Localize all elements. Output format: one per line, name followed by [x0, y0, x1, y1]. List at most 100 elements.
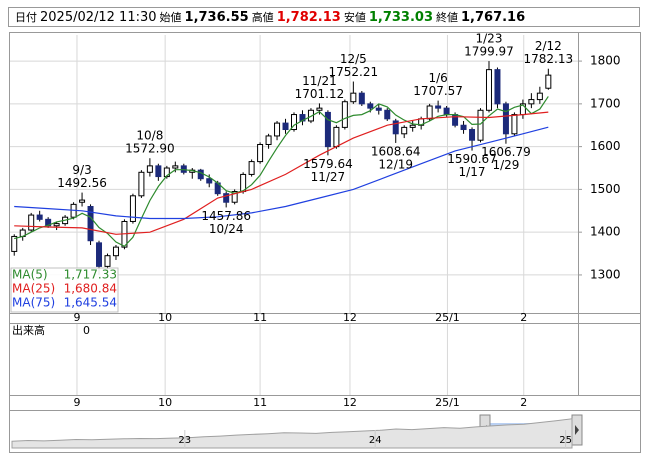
candle-body	[460, 124, 467, 131]
legend-label: MA(75)	[12, 296, 55, 310]
annotation-date: 12/5	[340, 52, 367, 66]
annotation-date: 2/12	[535, 39, 562, 53]
candle-body	[129, 195, 136, 222]
x-tick-label: 2	[520, 311, 527, 324]
candle-body	[367, 103, 374, 109]
legend-label: MA(25)	[12, 282, 55, 296]
candle-body	[477, 109, 484, 141]
candle-body	[180, 165, 187, 173]
candle-body	[536, 92, 543, 101]
candle-body	[248, 161, 255, 175]
quote-header: 日付 2025/02/12 11:30 始値 1,736.55 高値 1,782.13 安値…	[8, 7, 640, 27]
field-value: 1,782.13	[276, 10, 341, 25]
ma-line	[14, 126, 549, 220]
annotation-date: 12/19	[378, 157, 413, 171]
candle-body	[11, 235, 18, 252]
x-tick-label: 11	[253, 396, 267, 409]
annotation-value: 1799.97	[464, 45, 514, 59]
annotation-date: 1/6	[428, 71, 447, 85]
field-label: 高値	[251, 11, 274, 24]
candle-body	[375, 107, 382, 111]
y-tick-label: 1700	[590, 96, 621, 110]
candle-body	[28, 214, 35, 231]
annotation-value: 1590.67	[447, 152, 497, 166]
x-tick-label: 2	[520, 396, 527, 409]
candle-body	[197, 169, 204, 180]
y-tick-label: 1500	[590, 182, 621, 196]
field-value: 2025/02/12 11:30	[40, 10, 157, 25]
candle-body	[384, 109, 391, 120]
candle-body	[485, 69, 492, 111]
candle-body	[316, 107, 323, 111]
field-value: 1,767.16	[461, 10, 526, 25]
candle-body	[545, 74, 552, 89]
candle-body	[392, 120, 399, 135]
annotation-date: 10/8	[136, 129, 163, 143]
candle-body	[282, 122, 289, 131]
candle-body	[494, 69, 501, 105]
x-tick-label: 25/1	[435, 311, 460, 324]
y-tick-label: 1300	[590, 267, 621, 281]
candle-body	[502, 103, 509, 135]
candle-body	[307, 109, 314, 122]
annotation-date: 1/23	[476, 32, 503, 46]
legend-value: 1,645.54	[64, 296, 117, 310]
candle-body	[401, 126, 408, 135]
candle-body	[112, 246, 119, 257]
candle-body	[53, 223, 60, 227]
annotation-value: 1606.79	[481, 145, 531, 159]
annotation-date: 1/17	[459, 165, 486, 179]
candle-body	[172, 165, 179, 169]
candle-body	[138, 171, 145, 197]
candle-body	[79, 199, 86, 203]
candle-body	[426, 105, 433, 120]
x-tick-label: 9	[73, 311, 80, 324]
navigator-tick-label: 25	[559, 435, 572, 446]
candle-body	[324, 111, 331, 148]
arrow-icon	[575, 425, 579, 435]
x-tick-label: 10	[158, 311, 172, 324]
annotation-value: 1707.57	[413, 84, 463, 98]
field-label: 終値	[436, 11, 458, 24]
x-tick-label: 12	[343, 311, 357, 324]
x-tick-label: 12	[343, 396, 357, 409]
candle-body	[231, 191, 238, 203]
annotation-date: 11/21	[302, 74, 337, 88]
field-label: 始値	[159, 11, 182, 24]
candle-body	[257, 143, 264, 163]
candle-body	[511, 114, 518, 135]
annotation-date: 10/24	[209, 222, 244, 236]
candle-body	[409, 124, 416, 128]
frame	[9, 32, 641, 453]
candle-body	[528, 99, 535, 105]
navigator-area	[11, 418, 573, 449]
candle-body	[341, 101, 348, 128]
candle-body	[274, 122, 281, 137]
candle-body	[265, 135, 272, 145]
candle-body	[443, 107, 450, 116]
legend-value: 1,717.33	[64, 268, 117, 282]
volume-value: 0	[83, 324, 90, 337]
candle-body	[155, 165, 162, 178]
field-label: 安値	[343, 11, 366, 24]
annotation-value: 1782.13	[524, 52, 574, 66]
field-value: 1,736.55	[184, 10, 249, 25]
y-tick-label: 1400	[590, 225, 621, 239]
navigator-tick-label: 24	[369, 435, 382, 446]
candle-body	[469, 129, 476, 141]
candle-body	[435, 105, 442, 109]
x-tick-label: 9	[73, 396, 80, 409]
candle-body	[223, 193, 230, 203]
annotation-value: 1572.90	[125, 142, 175, 156]
annotation-value: 1608.64	[371, 144, 421, 158]
navigator-tick-label: 23	[178, 435, 191, 446]
legend-label: MA(5)	[12, 268, 48, 282]
ma-line	[14, 96, 549, 248]
x-tick-label: 11	[253, 311, 267, 324]
annotation-value: 1492.56	[57, 176, 107, 190]
candle-body	[146, 165, 153, 173]
candle-body	[333, 126, 340, 148]
candle-body	[206, 178, 213, 184]
